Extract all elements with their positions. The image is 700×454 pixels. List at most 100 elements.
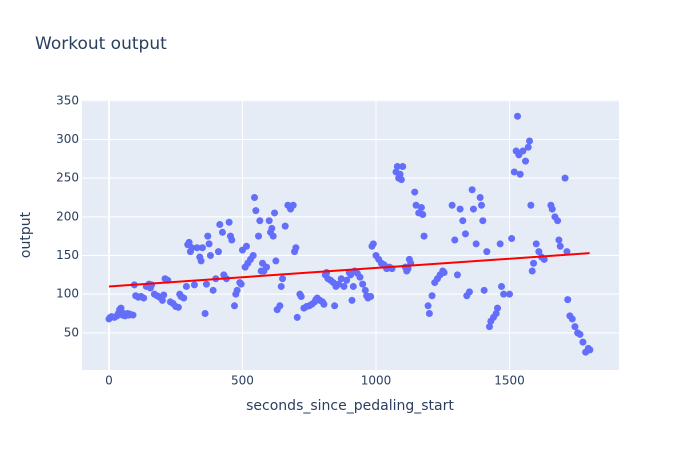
point (500, 290, 508, 298)
point (202, 280, 210, 288)
point (279, 275, 287, 283)
point (404, 265, 412, 273)
point (337, 275, 345, 283)
point (228, 236, 236, 244)
point (281, 222, 289, 230)
point (174, 303, 182, 311)
point (349, 282, 357, 290)
point (205, 240, 213, 248)
point (348, 296, 356, 304)
point (555, 236, 563, 244)
point (586, 346, 594, 354)
point (451, 236, 459, 244)
point (289, 201, 297, 209)
point (461, 230, 469, 238)
point (522, 157, 530, 165)
point (579, 338, 587, 346)
point (479, 217, 487, 225)
point (233, 286, 241, 294)
point (419, 210, 427, 218)
y-tick-label: 250 (56, 171, 79, 185)
point (576, 330, 584, 338)
point (158, 296, 166, 304)
point (532, 240, 540, 248)
point (480, 286, 488, 294)
point (188, 244, 196, 252)
plot-background (82, 100, 619, 370)
point (206, 252, 214, 260)
point (272, 257, 280, 265)
point (218, 228, 226, 236)
point (530, 259, 538, 267)
point (277, 282, 285, 290)
point (448, 201, 456, 209)
x-tick-label: 1000 (361, 374, 392, 388)
point (527, 201, 535, 209)
point (526, 137, 534, 145)
point (492, 310, 500, 318)
point (320, 300, 328, 308)
point (498, 282, 506, 290)
point (554, 217, 562, 225)
point (472, 240, 480, 248)
point (251, 193, 259, 201)
point (182, 282, 190, 290)
point (292, 244, 300, 252)
point (425, 310, 433, 318)
point (198, 244, 206, 252)
point (459, 217, 467, 225)
trend-line (108, 252, 590, 288)
point (524, 143, 532, 151)
point (185, 238, 193, 246)
x-tick-label: 0 (105, 374, 113, 388)
y-tick-label: 150 (56, 248, 79, 262)
point (468, 186, 476, 194)
point (343, 276, 351, 284)
point (477, 201, 485, 209)
point (469, 205, 477, 213)
x-tick-label: 500 (231, 374, 254, 388)
point (197, 257, 205, 265)
point (129, 311, 137, 319)
point (268, 224, 276, 232)
point (160, 291, 168, 299)
point (276, 302, 284, 310)
point (331, 302, 339, 310)
y-tick-label: 50 (64, 325, 79, 339)
point (514, 112, 522, 120)
point (456, 205, 464, 213)
point (117, 304, 125, 312)
point (496, 240, 504, 248)
point (556, 242, 564, 250)
point (214, 248, 222, 256)
point (190, 281, 198, 289)
point (356, 273, 364, 281)
point (293, 313, 301, 321)
point (510, 168, 518, 176)
point (255, 232, 263, 240)
point (335, 280, 343, 288)
point (516, 170, 524, 178)
point (256, 217, 264, 225)
point (397, 176, 405, 184)
point (519, 147, 527, 155)
y-tick-label: 200 (56, 209, 79, 223)
point (265, 217, 273, 225)
point (369, 240, 377, 248)
point (399, 163, 407, 171)
point (417, 204, 425, 212)
point (367, 293, 375, 301)
point (535, 248, 543, 256)
y-tick-label: 100 (56, 287, 79, 301)
point (249, 252, 257, 260)
point (420, 232, 428, 240)
point (485, 323, 493, 331)
point (568, 315, 576, 323)
point (540, 255, 548, 263)
point (506, 290, 514, 298)
point (465, 288, 473, 296)
chart-title: Workout output (35, 34, 167, 54)
point (225, 218, 233, 226)
x-axis-title: seconds_since_pedaling_start (246, 398, 454, 414)
